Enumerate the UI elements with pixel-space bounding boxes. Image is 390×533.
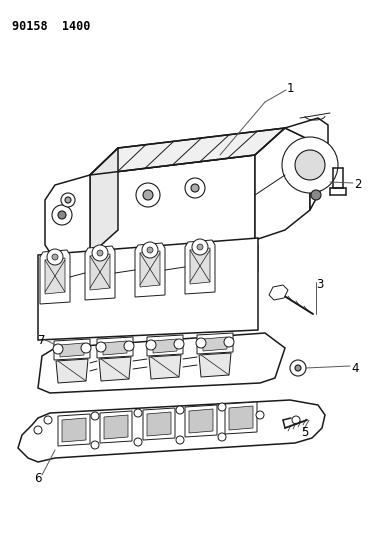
Polygon shape: [90, 254, 110, 290]
Polygon shape: [185, 405, 217, 437]
Polygon shape: [269, 285, 288, 300]
Circle shape: [191, 184, 199, 192]
Circle shape: [146, 340, 156, 350]
Circle shape: [61, 193, 75, 207]
Circle shape: [196, 338, 206, 348]
Polygon shape: [185, 240, 215, 294]
Circle shape: [97, 250, 103, 256]
Circle shape: [218, 433, 226, 441]
Polygon shape: [255, 128, 310, 240]
Circle shape: [282, 137, 338, 193]
Polygon shape: [147, 335, 183, 356]
Circle shape: [96, 342, 106, 352]
Circle shape: [44, 416, 52, 424]
Circle shape: [91, 441, 99, 449]
Polygon shape: [199, 353, 231, 377]
Polygon shape: [18, 400, 325, 462]
Polygon shape: [100, 411, 132, 443]
Polygon shape: [92, 253, 108, 280]
Circle shape: [134, 438, 142, 446]
Polygon shape: [40, 250, 70, 304]
Polygon shape: [85, 246, 115, 300]
Text: 7: 7: [38, 334, 46, 346]
Circle shape: [34, 426, 42, 434]
Circle shape: [176, 436, 184, 444]
Text: 1: 1: [286, 82, 294, 94]
Polygon shape: [207, 247, 223, 274]
Polygon shape: [54, 339, 90, 360]
Polygon shape: [45, 258, 65, 294]
Circle shape: [292, 416, 300, 424]
Circle shape: [185, 178, 205, 198]
Polygon shape: [225, 402, 257, 434]
Polygon shape: [90, 155, 255, 255]
Circle shape: [218, 403, 226, 411]
Polygon shape: [153, 339, 177, 353]
Circle shape: [224, 337, 234, 347]
Text: 90158  1400: 90158 1400: [12, 20, 90, 33]
Polygon shape: [90, 148, 118, 255]
Polygon shape: [189, 409, 213, 433]
Circle shape: [147, 247, 153, 253]
Circle shape: [92, 245, 108, 261]
Polygon shape: [56, 359, 88, 383]
Circle shape: [124, 341, 134, 351]
Polygon shape: [203, 337, 227, 351]
Circle shape: [52, 254, 58, 260]
Polygon shape: [229, 406, 253, 430]
Polygon shape: [197, 333, 233, 354]
Polygon shape: [62, 418, 86, 442]
Circle shape: [142, 242, 158, 258]
Circle shape: [290, 360, 306, 376]
Circle shape: [134, 409, 142, 417]
Polygon shape: [90, 128, 285, 175]
Polygon shape: [149, 355, 181, 379]
Polygon shape: [143, 408, 175, 440]
Text: 6: 6: [34, 472, 42, 484]
Circle shape: [58, 211, 66, 219]
Polygon shape: [99, 357, 131, 381]
Circle shape: [192, 239, 208, 255]
Polygon shape: [127, 251, 143, 278]
Text: 5: 5: [301, 425, 309, 439]
Circle shape: [53, 344, 63, 354]
Circle shape: [295, 365, 301, 371]
Polygon shape: [38, 333, 285, 393]
Polygon shape: [285, 118, 328, 210]
Circle shape: [47, 249, 63, 265]
Circle shape: [197, 244, 203, 250]
Circle shape: [176, 406, 184, 414]
Polygon shape: [45, 175, 90, 260]
Circle shape: [81, 343, 91, 353]
Circle shape: [256, 411, 264, 419]
Polygon shape: [190, 248, 210, 284]
Polygon shape: [104, 415, 128, 439]
Circle shape: [174, 339, 184, 349]
Polygon shape: [167, 249, 183, 276]
Circle shape: [311, 190, 321, 200]
Circle shape: [65, 197, 71, 203]
Polygon shape: [242, 245, 258, 272]
Polygon shape: [140, 251, 160, 287]
Polygon shape: [58, 414, 90, 446]
Polygon shape: [135, 243, 165, 297]
Text: 4: 4: [351, 361, 359, 375]
Circle shape: [52, 205, 72, 225]
Circle shape: [295, 150, 325, 180]
Polygon shape: [38, 238, 258, 340]
Circle shape: [91, 412, 99, 420]
Circle shape: [143, 190, 153, 200]
Text: 3: 3: [316, 279, 324, 292]
Circle shape: [136, 183, 160, 207]
Text: 2: 2: [354, 179, 362, 191]
Polygon shape: [60, 343, 84, 357]
Polygon shape: [97, 337, 133, 358]
Polygon shape: [103, 341, 127, 355]
Polygon shape: [147, 412, 171, 436]
